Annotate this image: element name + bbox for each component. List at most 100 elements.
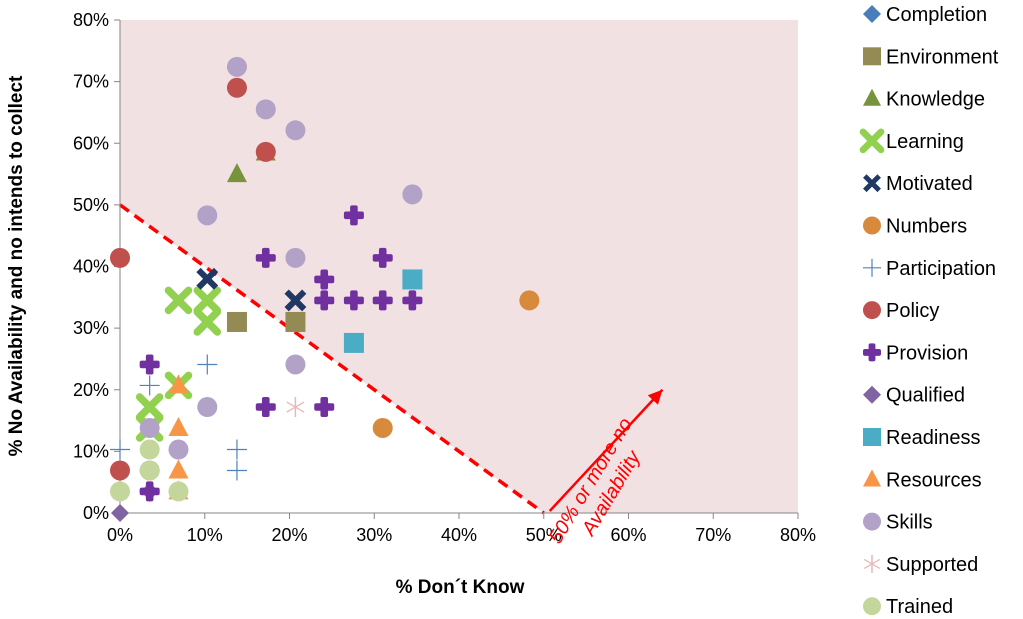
x-tick-label: 10% bbox=[187, 525, 223, 545]
legend: Completion Environment Knowledge Learning Mo… bbox=[859, 4, 999, 618]
triangle-marker bbox=[168, 416, 189, 436]
legend-label-policy: Policy bbox=[886, 300, 939, 322]
data-point-skills bbox=[402, 184, 423, 205]
x-axis-title: % Don´t Know bbox=[396, 577, 525, 598]
data-point-numbers bbox=[372, 417, 393, 438]
series-motivated bbox=[196, 267, 307, 312]
triangle-marker bbox=[226, 163, 247, 183]
series-resources bbox=[168, 374, 189, 500]
data-point-provision bbox=[314, 397, 335, 418]
square-marker bbox=[226, 311, 247, 332]
square-marker bbox=[343, 332, 364, 353]
circle-marker bbox=[168, 481, 189, 502]
legend-marker-numbers bbox=[863, 216, 881, 235]
circle-marker bbox=[168, 439, 189, 460]
circle-marker bbox=[197, 205, 218, 226]
data-point-provision bbox=[314, 269, 335, 290]
data-point-provision bbox=[343, 290, 364, 311]
series-environment bbox=[226, 311, 306, 332]
legend-label-skills: Skills bbox=[886, 512, 933, 534]
data-point-participation bbox=[226, 460, 247, 481]
data-point-provision bbox=[402, 290, 423, 311]
data-point-trained bbox=[110, 481, 130, 502]
plus-bar bbox=[378, 247, 387, 268]
circle-marker bbox=[863, 597, 881, 616]
data-point-resources bbox=[168, 416, 189, 436]
x-tick-label: 70% bbox=[695, 525, 731, 545]
diamond-marker bbox=[111, 504, 129, 522]
circle-marker bbox=[139, 439, 160, 460]
data-point-learning bbox=[164, 286, 193, 315]
data-point-provision bbox=[372, 247, 393, 268]
legend-label-trained: Trained bbox=[886, 596, 953, 618]
data-point-readiness bbox=[402, 269, 423, 290]
data-point-provision bbox=[139, 481, 160, 502]
legend-marker-participation bbox=[863, 258, 881, 277]
circle-marker bbox=[139, 460, 160, 481]
series-numbers bbox=[372, 290, 540, 438]
circle-marker bbox=[285, 354, 306, 375]
square-marker bbox=[863, 47, 881, 66]
legend-item-participation: Participation bbox=[863, 258, 996, 280]
square-marker bbox=[863, 428, 881, 446]
circle-marker bbox=[519, 290, 540, 311]
legend-item-supported: Supported bbox=[863, 554, 978, 576]
plus-bar bbox=[145, 354, 154, 375]
legend-label-participation: Participation bbox=[886, 258, 996, 280]
circle-marker bbox=[110, 481, 130, 502]
x-tick-label: 80% bbox=[780, 525, 816, 545]
x-tick-label: 60% bbox=[610, 525, 646, 545]
x-stroke bbox=[193, 286, 222, 315]
x-stroke bbox=[193, 308, 222, 336]
y-tick-label: 0% bbox=[83, 503, 109, 523]
data-point-participation bbox=[110, 439, 130, 460]
x-tick-label: 30% bbox=[356, 525, 392, 545]
x-stroke bbox=[863, 174, 881, 193]
circle-marker bbox=[110, 460, 130, 481]
data-point-learning bbox=[193, 286, 222, 315]
plus-bar bbox=[378, 290, 387, 311]
legend-item-skills: Skills bbox=[863, 512, 933, 534]
series-skills bbox=[139, 56, 423, 481]
legend-marker-qualified bbox=[863, 385, 881, 404]
legend-marker-completion bbox=[863, 5, 881, 23]
data-point-skills bbox=[285, 354, 306, 375]
diamond-marker bbox=[863, 5, 881, 23]
legend-item-environment: Environment bbox=[863, 46, 999, 68]
series-readiness bbox=[343, 269, 423, 353]
plus-bar bbox=[261, 397, 270, 418]
circle-marker bbox=[285, 247, 306, 268]
data-point-trained bbox=[168, 481, 189, 502]
axes: 0% 10% 20% 30% 40% 50% 60% 70% 80% 0% 10% 20% 30% 40%… bbox=[73, 10, 816, 545]
data-point-participation bbox=[139, 375, 160, 396]
legend-label-completion: Completion bbox=[886, 4, 987, 26]
triangle-marker bbox=[863, 88, 881, 106]
data-point-knowledge bbox=[226, 163, 247, 183]
y-tick-label: 80% bbox=[73, 10, 109, 30]
x-tick-label: 20% bbox=[271, 525, 307, 545]
legend-marker-supported bbox=[863, 554, 881, 573]
circle-marker bbox=[863, 216, 881, 235]
data-point-skills bbox=[255, 99, 276, 120]
data-point-environment bbox=[226, 311, 247, 332]
legend-item-provision: Provision bbox=[863, 342, 968, 364]
y-tick-label: 30% bbox=[73, 318, 109, 338]
data-point-supported bbox=[286, 397, 305, 418]
data-point-numbers bbox=[519, 290, 540, 311]
circle-marker bbox=[285, 120, 306, 141]
legend-marker-skills bbox=[863, 512, 881, 531]
circle-marker bbox=[863, 512, 881, 531]
data-point-skills bbox=[226, 56, 247, 77]
legend-marker-readiness bbox=[863, 428, 881, 446]
square-marker bbox=[402, 269, 423, 290]
legend-item-learning: Learning bbox=[859, 128, 964, 154]
legend-marker-learning bbox=[859, 128, 885, 154]
legend-item-policy: Policy bbox=[863, 300, 939, 322]
plus-bar bbox=[320, 397, 329, 418]
circle-marker bbox=[226, 56, 247, 77]
circle-marker bbox=[255, 141, 276, 162]
legend-item-trained: Trained bbox=[863, 596, 953, 618]
x-tick-label: 50% bbox=[526, 525, 562, 545]
data-point-skills bbox=[285, 247, 306, 268]
series-policy bbox=[110, 77, 276, 481]
